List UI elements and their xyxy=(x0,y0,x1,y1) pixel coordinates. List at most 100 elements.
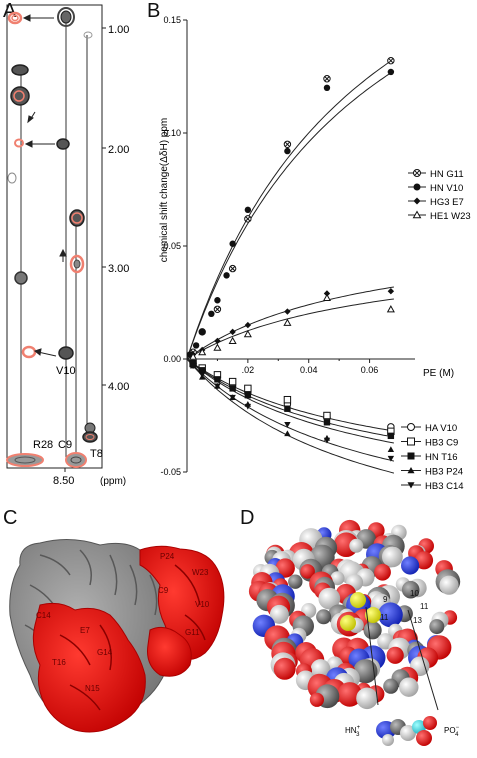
surface-label: W23 xyxy=(192,568,209,577)
data-point xyxy=(214,383,221,390)
surface-label: C14 xyxy=(36,611,51,620)
nmr-ytick: 3.00 xyxy=(108,263,129,275)
data-point xyxy=(229,240,236,247)
data-point xyxy=(387,56,395,65)
y-tick-label: 0.00 xyxy=(163,354,181,364)
titration-chart: 0.150.100.050.00-0.05.02 0.04 0.06 HN G11H… xyxy=(159,15,471,492)
data-point xyxy=(322,293,332,302)
nmr-xtick: 8.50 xyxy=(53,475,74,487)
nmr-ytick: 2.00 xyxy=(108,144,129,156)
atom xyxy=(318,587,341,610)
legend-item: HE1 W23 xyxy=(408,210,471,222)
data-point xyxy=(228,377,237,386)
fit-curve xyxy=(186,358,395,462)
spacefill-lines xyxy=(365,606,439,711)
legend-label: HA V10 xyxy=(425,423,457,434)
data-point xyxy=(244,403,252,410)
panel-label-c: C xyxy=(3,507,18,529)
fit-curve xyxy=(186,58,395,360)
nmr-xunit: (ppm) xyxy=(100,476,126,487)
data-point xyxy=(223,272,230,279)
atoms xyxy=(248,519,461,710)
data-point xyxy=(243,329,252,338)
legend-label: HN V10 xyxy=(430,183,463,194)
spacefill-label: 9 xyxy=(383,595,388,604)
x-axis-label: PE (M) xyxy=(423,368,454,379)
spacefill-label: 11 xyxy=(380,613,389,622)
atom xyxy=(269,604,289,624)
atom xyxy=(382,546,403,568)
data-point xyxy=(323,84,331,92)
fit-curve xyxy=(186,358,394,438)
legend-label: HG3 E7 xyxy=(430,197,464,208)
surface-label: N15 xyxy=(85,684,100,693)
legend-item: HG3 E7 xyxy=(408,197,464,208)
data-point xyxy=(284,430,291,437)
nmr-yticks xyxy=(102,27,106,386)
data-point xyxy=(229,385,236,392)
data-point xyxy=(199,328,206,336)
data-point xyxy=(283,318,292,326)
data-point xyxy=(244,321,252,329)
nmr-ytick: 4.00 xyxy=(108,381,129,393)
panel-label-d: D xyxy=(240,507,255,529)
data-point xyxy=(189,352,198,360)
data-point xyxy=(387,68,395,76)
atom xyxy=(399,677,419,697)
legend-item: HB3 P24 xyxy=(401,467,463,478)
data-point xyxy=(198,347,207,356)
data-point xyxy=(284,421,291,428)
data-point xyxy=(244,384,252,393)
data-point xyxy=(284,405,291,412)
data-point xyxy=(213,305,222,313)
data-point xyxy=(284,308,291,315)
atom xyxy=(288,574,303,589)
chart-legend: HN G11 HN V10 HG3 E7 HE1 W23 HA V10 HB3 C9 HN … xyxy=(401,169,471,492)
nmr-spectrum-panel: 1.00 2.00 3.00 4.00 8.50 (ppm) xyxy=(0,0,145,495)
atom xyxy=(386,646,404,664)
surface-label: G11 xyxy=(185,628,200,637)
data-point xyxy=(208,310,215,317)
x-tick-label: 0.04 xyxy=(300,365,318,375)
atom-sulfur xyxy=(365,607,381,623)
data-point xyxy=(229,328,236,336)
data-point xyxy=(323,75,331,83)
atom xyxy=(378,602,403,628)
spacefill-label: 13 xyxy=(413,616,422,625)
nmr-ytick: 1.00 xyxy=(108,24,129,36)
atom xyxy=(310,659,331,679)
spacefill-panel: 10 11 13 9 11 HN+ 3 PO− 4 xyxy=(238,505,477,753)
x-tick-label: .02 xyxy=(242,365,255,375)
spacefill-label: 10 xyxy=(410,589,419,598)
atom xyxy=(374,563,391,581)
data-point xyxy=(228,264,237,273)
data-point xyxy=(283,395,292,404)
data-point xyxy=(214,297,221,304)
spacefill-model: 10 11 13 9 11 HN+ 3 PO− 4 xyxy=(248,519,461,746)
legend-label: HN G11 xyxy=(430,169,464,180)
fit-curve xyxy=(186,358,394,444)
chart-marks xyxy=(186,56,395,462)
nmr-frame xyxy=(6,4,103,469)
atom xyxy=(275,558,295,578)
data-point xyxy=(387,288,395,295)
atom xyxy=(383,678,399,694)
nmr-arrows xyxy=(22,14,67,357)
atom xyxy=(309,692,324,707)
hn3-label: HN+ 3 xyxy=(345,725,361,738)
nmr-spectrum: 1.00 2.00 3.00 4.00 8.50 (ppm) xyxy=(6,4,129,487)
atom xyxy=(330,571,345,586)
data-point xyxy=(283,140,292,149)
data-point xyxy=(229,394,236,401)
data-point xyxy=(213,343,222,351)
protein-surface: P24 W23 C9 V10 G11 C14 E7 T16 N15 G14 xyxy=(9,539,225,733)
atom-sulfur xyxy=(340,615,356,631)
legend-label: HE1 W23 xyxy=(430,211,471,222)
surface-label: T16 xyxy=(52,658,66,667)
legend-label: HB3 P24 xyxy=(425,467,463,478)
data-point xyxy=(189,363,197,369)
data-point xyxy=(214,337,221,345)
data-point xyxy=(387,455,395,462)
surface-panel: P24 W23 C9 V10 G11 C14 E7 T16 N15 G14 xyxy=(0,505,238,753)
nmr-label-r28: R28 xyxy=(33,439,53,451)
